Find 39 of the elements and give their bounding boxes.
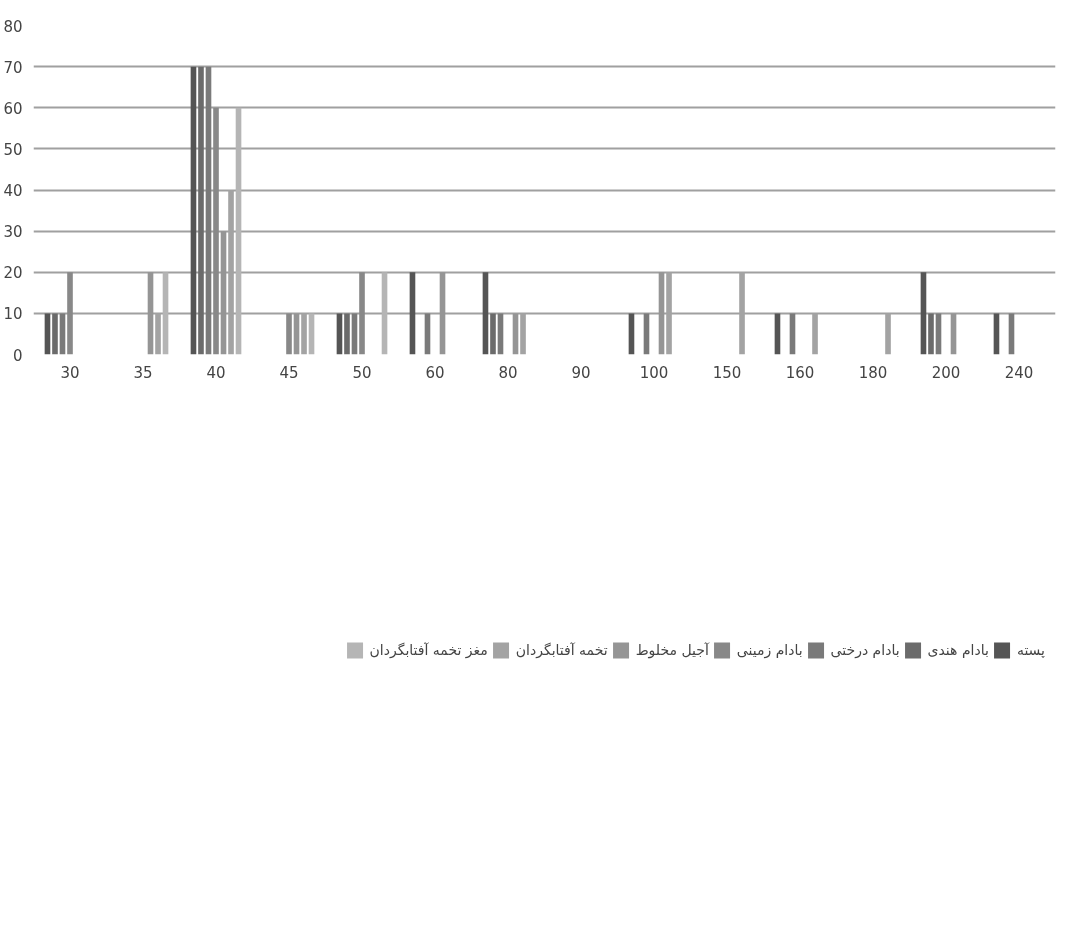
bar: [286, 313, 292, 355]
x-tick-label: 200: [931, 363, 961, 382]
x-tick-label: 160: [785, 363, 815, 382]
y-tick-label: 0: [12, 346, 23, 365]
x-tick-label: 30: [60, 363, 80, 382]
bar: [213, 107, 219, 355]
x-tick-label: 35: [133, 363, 153, 382]
x-tick-label: 40: [206, 363, 226, 382]
legend-label: تخمه آفتابگردان: [515, 642, 608, 658]
legend-label: آجیل مخلوط: [635, 642, 709, 658]
x-tick-label: 150: [712, 363, 742, 382]
bar: [359, 272, 365, 355]
y-tick-label: 80: [3, 17, 23, 36]
bar: [198, 66, 204, 355]
bar: [928, 313, 934, 355]
bar: [490, 313, 496, 355]
bar: [52, 313, 58, 355]
x-tick-label: 180: [858, 363, 888, 382]
legend-label: مغز تخمه آفتابگردان: [369, 642, 488, 658]
legend-label: بادام درختی: [830, 642, 900, 658]
y-tick-label: 30: [3, 223, 23, 242]
bar: [344, 313, 350, 355]
x-tick-label: 60: [425, 363, 445, 382]
legend-label: بادام هندی: [927, 642, 989, 658]
legend-label: پسته: [1016, 642, 1045, 658]
x-tick-label: 90: [571, 363, 591, 382]
y-tick-label: 70: [3, 58, 23, 77]
y-tick-label: 60: [3, 99, 23, 118]
x-tick-label: 240: [1004, 363, 1034, 382]
x-tick-label: 80: [498, 363, 518, 382]
x-tick-label: 50: [352, 363, 372, 382]
legend-label: بادام زمینی: [736, 642, 803, 658]
bar: [67, 272, 73, 355]
x-tick-label: 45: [279, 363, 299, 382]
y-tick-label: 50: [3, 140, 23, 159]
y-tick-label: 40: [3, 182, 23, 200]
y-tick-label: 20: [3, 264, 23, 283]
y-tick-label: 10: [3, 305, 23, 324]
x-tick-label: 100: [639, 363, 669, 382]
